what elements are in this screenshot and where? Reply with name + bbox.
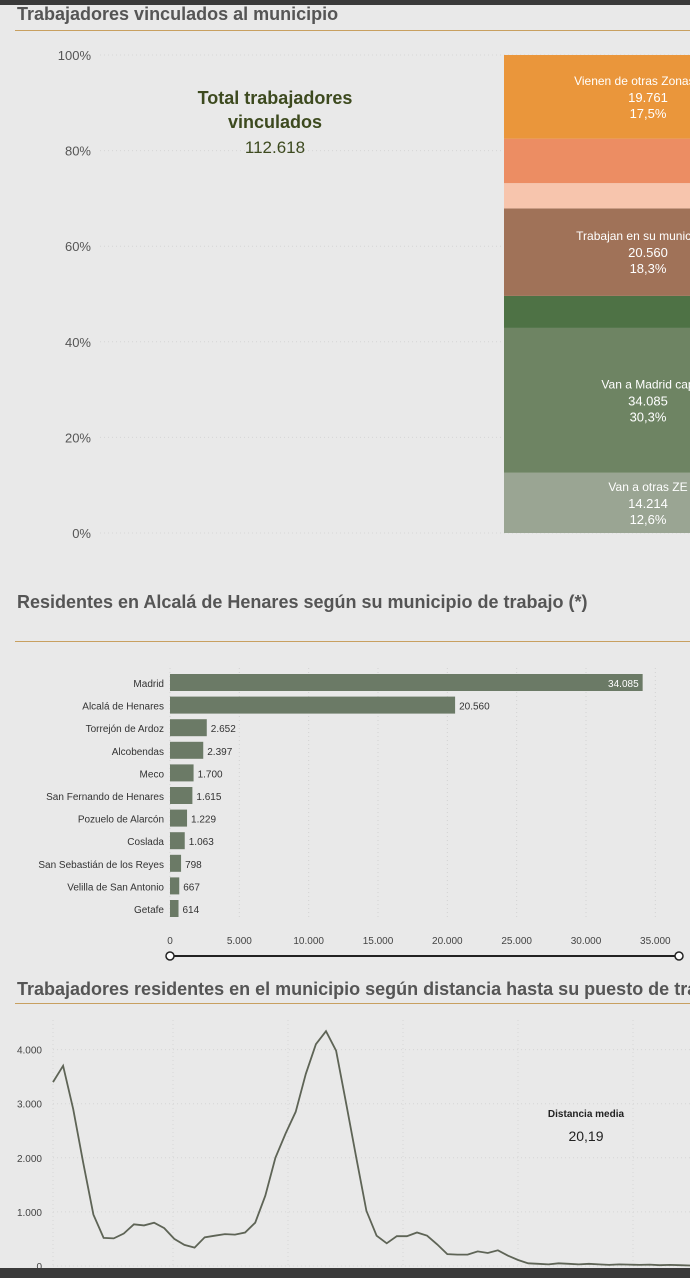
y-tick-label: 60% [65, 239, 91, 254]
x-tick-label: 30.000 [571, 936, 602, 947]
section3-title: Trabajadores residentes en el municipio … [17, 979, 690, 999]
x-tick-label: 20.000 [432, 936, 463, 947]
y-tick-label: 40% [65, 335, 91, 350]
y-tick-label: 1.000 [17, 1208, 42, 1219]
stack-segment [504, 472, 690, 533]
y-tick-label: 80% [65, 144, 91, 159]
total-workers-label-line2: vinculados [227, 112, 323, 132]
bar [170, 854, 182, 872]
average-distance-value: 20,19 [568, 1128, 604, 1144]
slider-handle-left[interactable] [165, 951, 175, 961]
y-tick-label: 4.000 [17, 1046, 42, 1057]
x-tick-label: 15.000 [363, 936, 394, 947]
x-tick-label: 5.000 [227, 936, 252, 947]
value-label: 2.397 [207, 747, 232, 758]
stack-segment [504, 183, 690, 209]
stack-segment [504, 55, 690, 139]
y-tick-label: 0 [36, 1262, 42, 1268]
segment-percent: 18,3% [630, 261, 667, 276]
segment-label: Van a otras ZE [608, 480, 687, 494]
section1-title: Trabajadores vinculados al municipio [17, 4, 339, 24]
category-label: Torrejón de Ardoz [86, 724, 164, 735]
y-tick-label: 2.000 [17, 1154, 42, 1165]
bar [170, 809, 188, 827]
value-label: 1.615 [196, 792, 221, 803]
section2-title: Residentes en Alcalá de Henares según su… [17, 592, 588, 612]
value-label: 614 [183, 905, 200, 916]
average-distance-kpi: Distancia media 20,19 [530, 1109, 642, 1144]
bar [170, 764, 194, 782]
stack-segment [504, 138, 690, 184]
segment-percent: 17,5% [630, 106, 667, 121]
bar [170, 741, 204, 759]
bar [170, 674, 643, 691]
municipality-bar-chart: 0 5.000 10.000 15.000 20.000 25.000 30.000 35.0… [38, 668, 684, 961]
bottom-bar [0, 1268, 690, 1278]
total-workers-label-line1: Total trabajadores [197, 88, 353, 108]
y-tick-label: 3.000 [17, 1100, 42, 1111]
top-bar [0, 0, 690, 5]
series-line [52, 1029, 690, 1267]
value-label: 1.700 [198, 769, 223, 780]
category-label: Pozuelo de Alarcón [78, 815, 164, 826]
y-tick-label: 0% [72, 526, 91, 541]
value-label: 1.063 [189, 837, 214, 848]
value-label: 1.229 [191, 815, 216, 826]
bar [170, 696, 456, 714]
section3-rule [15, 1003, 690, 1004]
x-tick-label: 0 [167, 936, 173, 947]
value-label: 20.560 [459, 702, 490, 713]
value-label: 667 [183, 882, 200, 893]
segment-percent: 30,3% [630, 409, 667, 424]
bar [170, 900, 179, 917]
category-label: Madrid [133, 679, 164, 690]
distance-line-chart: 0 1.000 2.000 3.000 4.000 [17, 1020, 690, 1268]
segment-percent: 12,6% [630, 512, 667, 527]
category-label: Getafe [134, 905, 164, 916]
average-distance-label: Distancia media [547, 1109, 625, 1120]
bar [170, 832, 185, 850]
segment-label: Vienen de otras Zonas Esta [574, 74, 690, 88]
category-label: Velilla de San Antonio [67, 882, 164, 893]
bar [170, 877, 180, 895]
x-tick-label: 10.000 [293, 936, 324, 947]
section1-rule [15, 30, 690, 31]
segment-value: 20.560 [628, 245, 668, 260]
value-label: 798 [185, 860, 202, 871]
segment-label: Trabajan en su municipio d [576, 229, 690, 243]
category-label: Meco [140, 769, 165, 780]
value-label: 2.652 [211, 724, 236, 735]
x-tick-label: 35.000 [640, 936, 671, 947]
total-workers-value: 112.618 [244, 138, 306, 157]
stack-segment [504, 208, 690, 296]
category-label: San Fernando de Henares [46, 792, 164, 803]
segment-value: 14.214 [628, 496, 668, 511]
stack-segment [504, 327, 690, 473]
segment-value: 19.761 [628, 90, 668, 105]
value-label: 34.085 [608, 679, 639, 690]
y-tick-label: 20% [65, 430, 91, 445]
segment-label: Van a Madrid cap [601, 377, 690, 391]
stack-segment [504, 295, 690, 328]
segment-value: 34.085 [628, 393, 668, 408]
bar [170, 787, 193, 804]
section2-rule [15, 641, 690, 642]
category-label: San Sebastián de los Reyes [38, 860, 164, 871]
category-label: Coslada [127, 837, 164, 848]
slider-handle-right[interactable] [674, 951, 684, 961]
x-tick-label: 25.000 [501, 936, 532, 947]
stacked-share-chart: 0% 20% 40% 60% 80% 100% Van a otras ZE 14.21412… [58, 48, 690, 541]
y-tick-label: 100% [58, 48, 92, 63]
total-workers-kpi: Total trabajadores vinculados 112.618 [170, 86, 380, 158]
bar [170, 719, 207, 737]
category-label: Alcalá de Henares [82, 702, 164, 713]
category-label: Alcobendas [112, 747, 164, 758]
